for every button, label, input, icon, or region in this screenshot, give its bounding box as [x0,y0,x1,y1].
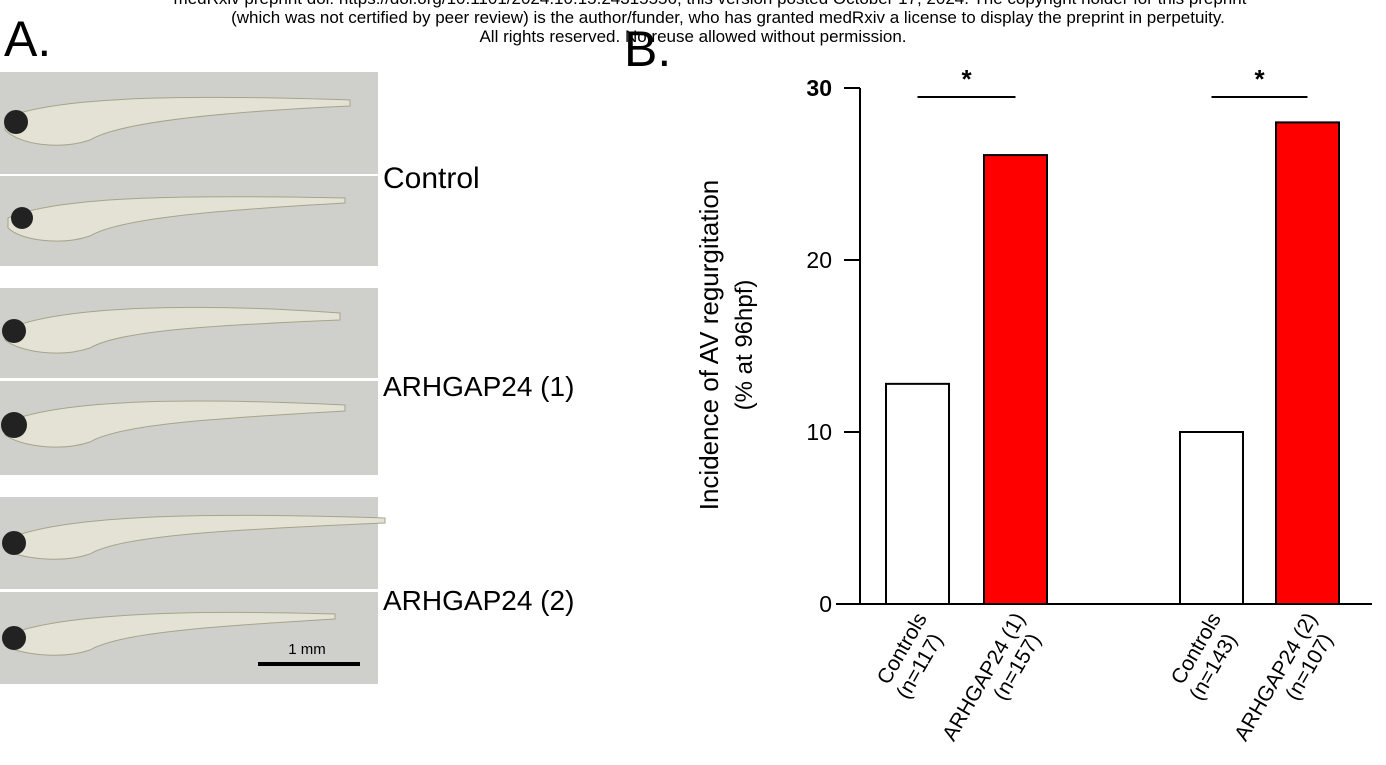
header-line: (which was not certified by peer review)… [231,8,1225,27]
group-label: ARHGAP24 (2) [383,585,574,616]
header-line: All rights reserved. No reuse allowed wi… [479,27,906,46]
header-line: medRxiv preprint doi: https://doi.org/10… [174,0,1247,8]
scale-bar-label: 1 mm [288,641,326,658]
x-tick-label: ARHGAP24 (2)(n=107) [1230,609,1337,745]
panel-label: B. [624,21,671,77]
group-label: Control [383,162,480,195]
y-axis-title-line: (% at 96hpf) [731,280,758,411]
panel-label: A. [4,11,51,67]
bar [885,382,950,605]
y-tick-label: 30 [806,75,832,101]
y-axis-title-line: Incidence of AV regurgitation [694,180,724,511]
bar [1179,431,1244,605]
x-tick-label: Controls(n=117) [873,609,948,703]
y-tick-label: 0 [819,591,832,617]
y-tick-label: 10 [806,419,832,445]
y-tick-label: 20 [806,247,832,273]
significance-label: * [961,64,972,94]
zebrafish-images [0,72,386,684]
y-axis-title: Incidence of AV regurgitation (% at 96hp… [694,180,758,511]
bar [983,154,1048,606]
bar [1275,121,1340,606]
x-tick-label: ARHGAP24 (1)(n=157) [938,609,1045,745]
x-tick-label: Controls(n=143) [1167,609,1242,704]
group-label: ARHGAP24 (1) [383,371,574,402]
significance-label: * [1254,64,1265,94]
plot: 0 10 20 30 Controls(n=117)ARHGAP24 (1)(n=157… [806,64,1372,745]
